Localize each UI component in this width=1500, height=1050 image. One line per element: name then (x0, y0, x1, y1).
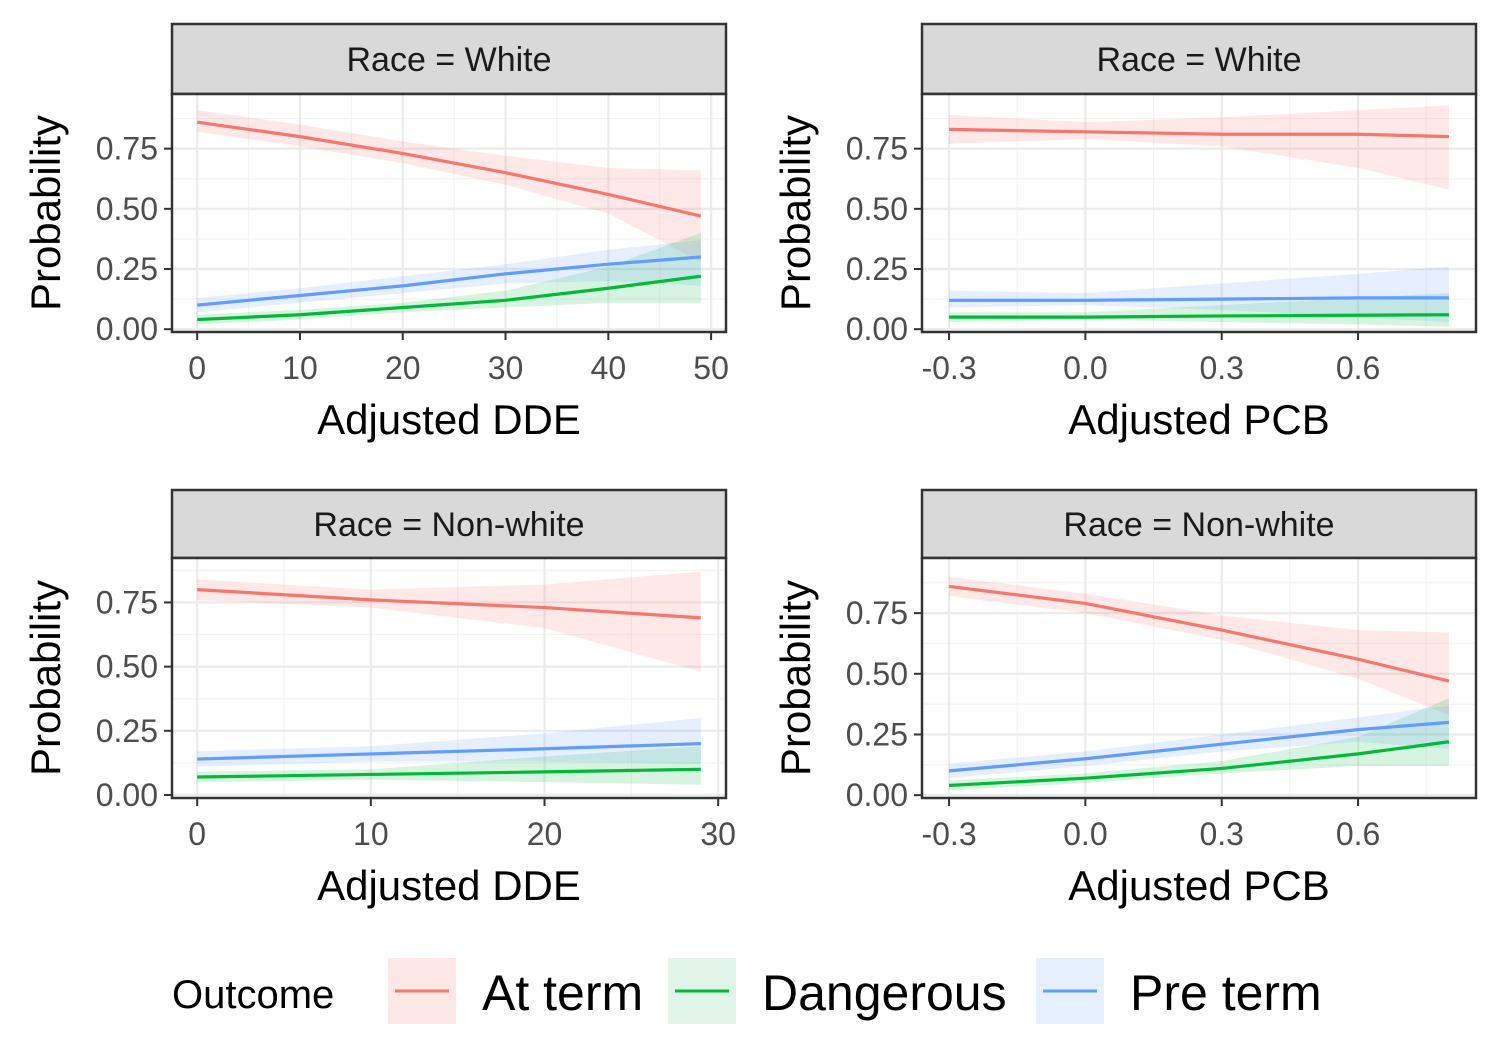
y-tick-label: 0.75 (96, 131, 158, 167)
x-tick-label: 0.0 (1063, 816, 1107, 852)
ci-band-at-term (949, 105, 1449, 190)
plot-border (920, 556, 1478, 800)
y-tick-label: 0.25 (96, 251, 158, 287)
y-axis-title: Probability (772, 580, 819, 776)
series-line-dangerous (949, 313, 1449, 319)
series-line-dangerous (948, 740, 1450, 788)
y-axis-title: Probability (772, 115, 819, 311)
x-axis-title: Adjusted DDE (317, 862, 581, 909)
y-tick-label: 0.50 (846, 191, 908, 227)
plot-border (170, 556, 728, 800)
ci-band-dangerous (197, 232, 701, 325)
x-tick-label: 0.3 (1199, 816, 1243, 852)
y-tick-label: 0.25 (846, 251, 908, 287)
panel-4: Race = Non-white 0.00 0.25 0.50 0.75 -0.3 0.0 0… (772, 488, 1478, 909)
x-tick-label: -0.3 (921, 350, 976, 386)
y-tick-label: 0.50 (96, 191, 158, 227)
ci-band-pre-term (949, 266, 1449, 322)
x-tick-label: 10 (353, 816, 389, 852)
y-tick-label: 0.00 (846, 311, 908, 347)
facet-strip (170, 488, 728, 560)
y-tick-label: 0.75 (96, 584, 158, 620)
series-layer (948, 576, 1450, 791)
x-tick-label: 0.6 (1336, 816, 1380, 852)
series-line-at-term (949, 127, 1450, 139)
x-tick-label: 0.0 (1063, 350, 1107, 386)
legend-label-at-term: At term (482, 965, 643, 1021)
legend-label-dangerous: Dangerous (762, 965, 1007, 1021)
x-axis-title: Adjusted PCB (1068, 396, 1329, 443)
plot-border (920, 92, 1478, 334)
y-tick-label: 0.00 (96, 311, 158, 347)
x-tick-label: 30 (700, 816, 736, 852)
x-tick-label: 50 (693, 350, 729, 386)
x-tick-label: 0 (188, 350, 206, 386)
series-line-pre-term (948, 720, 1450, 773)
facet-strip-label: Race = White (1096, 41, 1301, 79)
series-line-at-term (948, 584, 1450, 683)
facet-strip-label: Race = White (346, 41, 551, 79)
panel-2: Race = White 0.00 0.25 0.50 0.75 -0.3 0.0 0.3 0.… (772, 22, 1478, 443)
ci-band-dangerous (949, 698, 1449, 791)
y-axis-title: Probability (22, 580, 69, 776)
x-axis-title: Adjusted PCB (1068, 862, 1329, 909)
x-tick-label: 40 (591, 350, 627, 386)
x-tick-label: -0.3 (921, 816, 976, 852)
x-tick-label: 0.6 (1336, 350, 1380, 386)
legend-item-pre-term: Pre term (1036, 958, 1322, 1024)
ci-band-at-term (197, 110, 701, 262)
y-axis-title: Probability (22, 115, 69, 311)
legend-item-at-term: At term (388, 958, 643, 1024)
series-layer (196, 110, 702, 325)
ci-band-at-term (949, 576, 1449, 716)
x-tick-label: 20 (527, 816, 563, 852)
facet-strip (920, 22, 1478, 96)
legend-label-pre-term: Pre term (1130, 965, 1322, 1021)
x-tick-label: 30 (488, 350, 524, 386)
plot-area (172, 94, 726, 332)
y-tick-label: 0.25 (846, 716, 908, 752)
series-line-at-term (196, 120, 702, 218)
y-tick-label: 0.75 (846, 131, 908, 167)
x-axis-title: Adjusted DDE (317, 396, 581, 443)
legend: Outcome At term Dangerous Pre term (172, 958, 1322, 1024)
facet-strip (920, 488, 1478, 560)
facet-strip (170, 22, 728, 96)
facet-strip-label: Race = Non-white (313, 506, 584, 544)
legend-item-dangerous: Dangerous (668, 958, 1007, 1024)
plot-border (170, 92, 728, 334)
y-tick-label: 0.50 (96, 649, 158, 685)
gridlines (172, 94, 726, 332)
x-tick-label: 0 (188, 816, 206, 852)
y-tick-label: 0.00 (846, 777, 908, 813)
y-tick-label: 0.75 (846, 595, 908, 631)
y-tick-label: 0.25 (96, 713, 158, 749)
series-layer (197, 571, 701, 785)
x-tick-label: 20 (385, 350, 421, 386)
series-layer (949, 105, 1450, 327)
facet-strip-label: Race = Non-white (1063, 506, 1334, 544)
y-tick-label: 0.00 (96, 777, 158, 813)
y-tick-label: 0.50 (846, 656, 908, 692)
series-line-pre-term (197, 742, 701, 761)
panel-1: Race = White 0.00 0.25 0.50 0.75 0 10 20 30 40 50 A… (22, 22, 729, 443)
series-line-dangerous (197, 274, 702, 322)
legend-title: Outcome (172, 973, 334, 1017)
series-line-pre-term (197, 255, 701, 307)
gridlines (172, 558, 726, 798)
panel-3: Race = Non-white 0.00 0.25 0.50 0.75 0 10 20 30 A… (22, 488, 736, 909)
series-line-pre-term (949, 296, 1449, 302)
x-tick-label: 10 (282, 350, 318, 386)
plot-area (922, 558, 1476, 798)
gridlines (922, 558, 1476, 798)
series-line-dangerous (197, 767, 701, 779)
series-line-at-term (197, 588, 701, 620)
x-tick-label: 0.3 (1199, 350, 1243, 386)
